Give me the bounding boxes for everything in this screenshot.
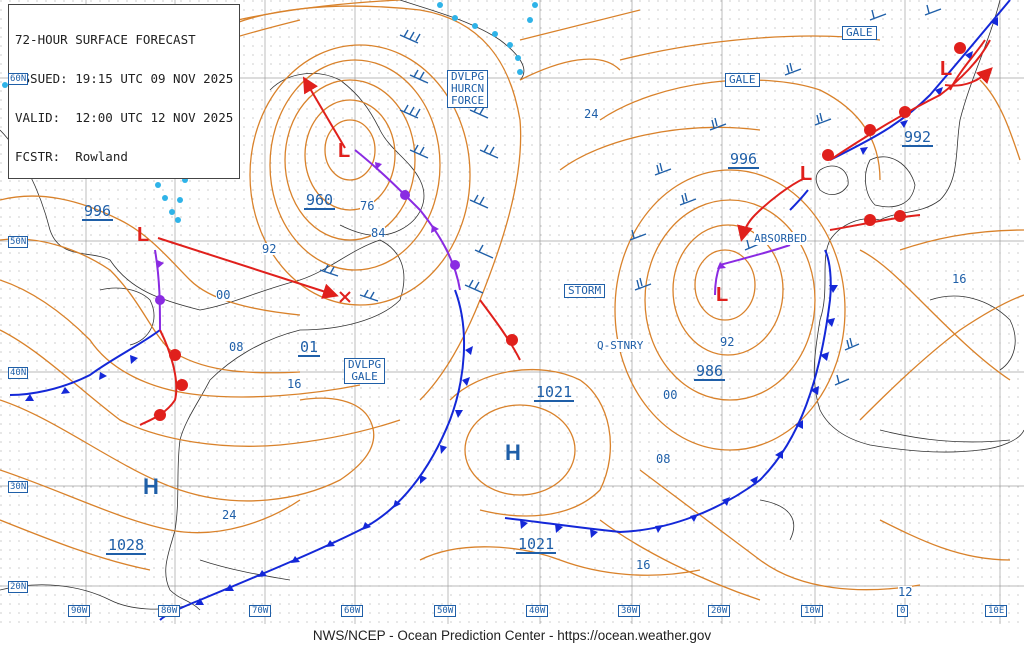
low-center-labrador: L [338,140,351,162]
low-center-great-lakes: L [137,224,150,246]
storm-tracks [157,67,993,299]
absorbed-label: ABSORBED [754,232,807,245]
isobar-label-08-west: 08 [229,340,244,354]
pressure-986: 986 [694,362,726,381]
lat-label-60n: 60N [8,73,29,85]
low-center-norway: L [940,58,953,80]
pressure-996-east: 996 [728,150,760,169]
warning-dvlpg-hurcn-force: DVLPG HURCN FORCE [447,70,489,108]
isobar-label-24-north: 24 [584,107,599,121]
lon-label-90w: 90W [68,605,91,617]
pressure-992: 992 [902,128,934,147]
lat-label-50n: 50N [8,236,29,248]
low-center-ireland: L [800,163,813,185]
lon-label-40w: 40W [526,605,549,617]
wind-barbs [319,4,942,386]
quasi-stationary-label: Q-STNRY [597,339,644,352]
lon-label-60w: 60W [341,605,364,617]
lat-label-30n: 30N [8,481,29,493]
footer-credit: NWS/NCEP - Ocean Prediction Center - htt… [312,628,712,643]
cold-front-barbs [25,17,998,605]
isobar-label-92-west: 92 [262,242,277,256]
header-valid: VALID: 12:00 UTC 12 NOV 2025 [15,110,234,125]
isobar-label-00-west: 00 [216,288,231,302]
header-title: 72-HOUR SURFACE FORECAST [15,32,196,47]
high-center-southeast-us: H [143,474,159,499]
isobar-label-08-east: 08 [656,452,671,466]
isobar-label-92-east: 92 [720,335,735,349]
pressure-1021-central: 1021 [534,383,575,402]
occluded-front-symbols [155,162,726,305]
coastlines [0,0,1024,611]
forecast-header: 72-HOUR SURFACE FORECAST ISSUED: 19:15 U… [8,4,241,179]
lon-label-80w: 80W [158,605,181,617]
isobar-label-76: 76 [360,199,375,213]
lat-label-40n: 40N [8,367,29,379]
pressure-01: 01 [298,338,321,357]
pressure-1028: 1028 [106,536,147,555]
header-issued: ISSUED: 19:15 UTC 09 NOV 2025 [15,71,234,86]
lon-label-50w: 50W [434,605,457,617]
lon-label-30w: 30W [618,605,641,617]
pressure-996-west: 996 [82,202,114,221]
low-center-east-atlantic: L [716,284,729,306]
warning-storm: STORM [564,284,606,298]
isobar-label-16-south: 16 [636,558,651,572]
lat-label-20n: 20N [8,581,29,593]
high-center-central-atlantic: H [505,440,521,465]
isobar-label-24-south: 24 [222,508,237,522]
low-x-marks [339,291,351,303]
lon-label-0: 0 [897,605,909,617]
footer-bar [0,624,1024,652]
isobar-label-16-west: 16 [287,377,302,391]
lon-label-70w: 70W [249,605,272,617]
warm-front-bumps [154,42,966,421]
warning-gale-ne: GALE [842,26,877,40]
isobar-label-16-east: 16 [952,272,967,286]
isobars [0,0,1024,601]
pressure-1021-south: 1021 [516,535,557,554]
header-forecaster: FCSTR: Rowland [15,149,128,164]
isobar-label-12: 12 [898,585,913,599]
isobar-label-00-east: 00 [663,388,678,402]
lon-label-20w: 20W [708,605,731,617]
lon-label-10w: 10W [801,605,824,617]
warning-gale-mid: GALE [725,73,760,87]
warning-dvlpg-gale: DVLPG GALE [344,358,386,384]
isobar-label-84: 84 [371,226,386,240]
lon-label-10e: 10E [985,605,1008,617]
pressure-960: 960 [304,191,336,210]
